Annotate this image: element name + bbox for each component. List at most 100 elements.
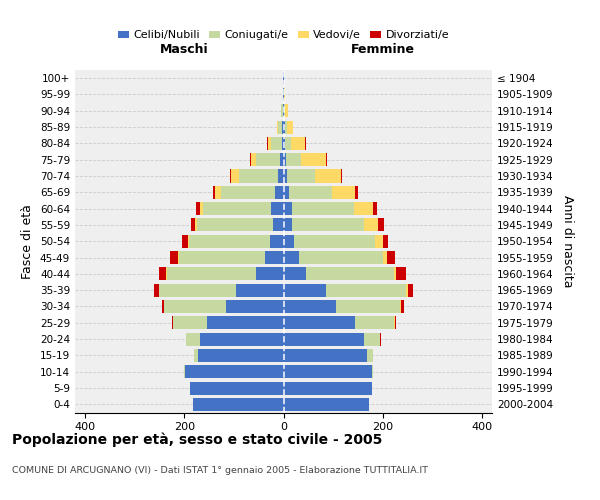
Bar bbox=[355, 186, 358, 199]
Bar bbox=[232, 170, 239, 182]
Bar bbox=[154, 284, 159, 296]
Bar bbox=[284, 88, 286, 101]
Bar bbox=[335, 300, 400, 313]
Bar bbox=[284, 170, 287, 182]
Bar bbox=[230, 170, 232, 182]
Bar bbox=[289, 186, 332, 199]
Bar bbox=[186, 332, 200, 345]
Bar bbox=[387, 251, 395, 264]
Bar bbox=[197, 218, 272, 232]
Bar bbox=[284, 268, 306, 280]
Bar bbox=[277, 120, 278, 134]
Bar bbox=[179, 251, 265, 264]
Bar bbox=[286, 137, 292, 150]
Bar bbox=[272, 218, 284, 232]
Bar bbox=[341, 170, 342, 182]
Bar bbox=[278, 120, 282, 134]
Bar bbox=[251, 153, 256, 166]
Bar bbox=[284, 382, 372, 394]
Bar bbox=[159, 268, 166, 280]
Bar bbox=[367, 349, 373, 362]
Bar bbox=[284, 153, 286, 166]
Bar bbox=[301, 153, 326, 166]
Bar bbox=[282, 120, 284, 134]
Bar bbox=[400, 300, 401, 313]
Bar bbox=[185, 365, 284, 378]
Text: Femmine: Femmine bbox=[351, 44, 415, 57]
Bar bbox=[271, 137, 281, 150]
Bar bbox=[284, 398, 369, 411]
Bar bbox=[383, 234, 388, 248]
Bar bbox=[191, 218, 195, 232]
Bar bbox=[269, 234, 284, 248]
Text: Popolazione per età, sesso e stato civile - 2005: Popolazione per età, sesso e stato civil… bbox=[12, 432, 382, 447]
Bar bbox=[285, 120, 287, 134]
Bar bbox=[326, 284, 406, 296]
Bar bbox=[184, 365, 185, 378]
Bar bbox=[305, 137, 307, 150]
Bar bbox=[292, 218, 364, 232]
Bar bbox=[286, 153, 301, 166]
Bar bbox=[375, 234, 383, 248]
Bar bbox=[284, 202, 292, 215]
Bar bbox=[284, 186, 289, 199]
Bar bbox=[284, 332, 364, 345]
Bar bbox=[215, 186, 221, 199]
Bar bbox=[355, 202, 373, 215]
Bar bbox=[315, 170, 341, 182]
Bar bbox=[160, 284, 236, 296]
Bar bbox=[239, 170, 278, 182]
Bar bbox=[396, 268, 406, 280]
Bar bbox=[401, 300, 404, 313]
Bar bbox=[172, 316, 173, 330]
Bar bbox=[283, 104, 284, 118]
Bar bbox=[284, 137, 286, 150]
Bar bbox=[379, 218, 384, 232]
Bar bbox=[284, 284, 326, 296]
Bar bbox=[164, 300, 226, 313]
Text: COMUNE DI ARCUGNANO (VI) - Dati ISTAT 1° gennaio 2005 - Elaborazione TUTTITALIA.: COMUNE DI ARCUGNANO (VI) - Dati ISTAT 1°… bbox=[12, 466, 428, 475]
Bar bbox=[162, 300, 164, 313]
Bar bbox=[326, 153, 327, 166]
Bar bbox=[284, 234, 295, 248]
Bar bbox=[280, 153, 284, 166]
Bar bbox=[193, 398, 284, 411]
Bar bbox=[281, 104, 283, 118]
Bar bbox=[170, 251, 178, 264]
Bar bbox=[190, 382, 284, 394]
Bar bbox=[256, 268, 284, 280]
Bar bbox=[299, 251, 383, 264]
Bar bbox=[250, 153, 251, 166]
Bar bbox=[284, 104, 286, 118]
Bar bbox=[221, 186, 275, 199]
Bar bbox=[194, 349, 198, 362]
Bar bbox=[198, 349, 284, 362]
Bar bbox=[332, 186, 355, 199]
Bar bbox=[196, 202, 200, 215]
Bar bbox=[306, 268, 394, 280]
Bar bbox=[200, 202, 203, 215]
Bar bbox=[256, 153, 280, 166]
Bar bbox=[364, 332, 380, 345]
Bar bbox=[292, 137, 305, 150]
Bar bbox=[182, 234, 188, 248]
Bar bbox=[287, 120, 293, 134]
Bar bbox=[212, 186, 215, 199]
Bar bbox=[265, 251, 284, 264]
Bar bbox=[188, 234, 189, 248]
Bar bbox=[195, 218, 197, 232]
Y-axis label: Fasce di età: Fasce di età bbox=[22, 204, 34, 279]
Bar bbox=[407, 284, 413, 296]
Bar bbox=[284, 349, 367, 362]
Bar bbox=[287, 170, 315, 182]
Y-axis label: Anni di nascita: Anni di nascita bbox=[562, 195, 574, 288]
Bar bbox=[364, 218, 379, 232]
Bar bbox=[355, 316, 394, 330]
Bar bbox=[200, 332, 284, 345]
Bar bbox=[203, 202, 271, 215]
Bar bbox=[173, 316, 206, 330]
Bar bbox=[395, 316, 396, 330]
Bar bbox=[236, 284, 284, 296]
Bar bbox=[166, 268, 167, 280]
Bar bbox=[295, 234, 375, 248]
